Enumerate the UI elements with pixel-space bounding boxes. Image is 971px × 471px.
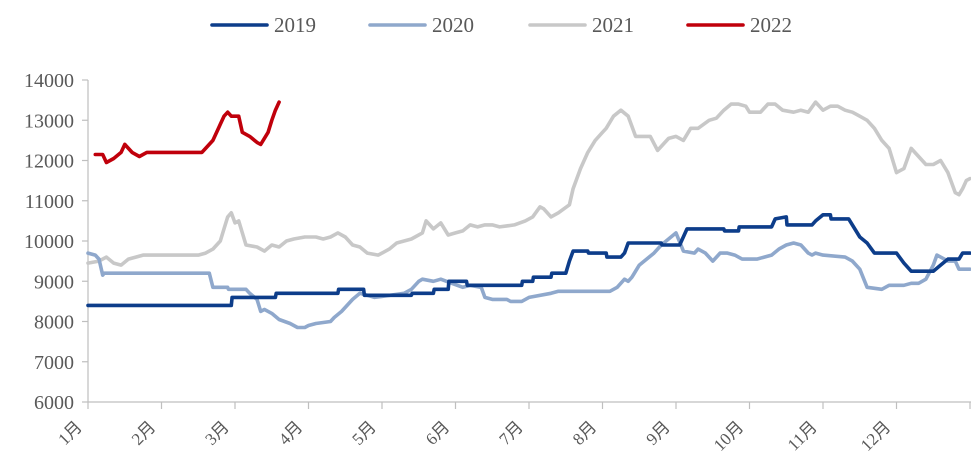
- x-tick-label: 7月: [495, 417, 526, 448]
- series-group: [86, 100, 971, 330]
- series-line-2020: [86, 231, 971, 330]
- x-tick-label: 5月: [348, 417, 379, 448]
- y-tick-label: 9000: [34, 271, 74, 293]
- y-tick-label: 13000: [24, 110, 74, 132]
- series-line-2019: [86, 213, 971, 308]
- x-tick-label: 4月: [275, 417, 306, 448]
- x-axis: 1月 2月 3月 4月 5月 6月 7月 8月 9月 10月 11月 12月: [54, 401, 971, 455]
- legend-label-2020: 2020: [432, 13, 474, 37]
- y-tick-label: 6000: [34, 392, 74, 414]
- x-tick-label: 9月: [642, 417, 673, 448]
- y-axis: 6000 7000 8000 9000 10000 11000 12000 13000 1400…: [24, 70, 89, 414]
- legend: 2019 2020 2021 2022: [210, 13, 792, 37]
- x-tick-label: 3月: [201, 417, 232, 448]
- y-tick-label: 11000: [25, 191, 74, 213]
- x-tick-label: 2月: [128, 417, 159, 448]
- y-tick-label: 12000: [24, 151, 74, 173]
- y-tick-label: 10000: [24, 231, 74, 253]
- x-tick-label: 10月: [710, 417, 747, 454]
- x-tick-label: 11月: [784, 417, 821, 454]
- series-line-2021: [86, 100, 971, 267]
- legend-label-2019: 2019: [274, 13, 316, 37]
- x-tick-label: 1月: [54, 417, 85, 448]
- y-tick-label: 7000: [34, 352, 74, 374]
- legend-label-2022: 2022: [750, 13, 792, 37]
- x-tick-label: 6月: [422, 417, 453, 448]
- y-tick-label: 14000: [24, 70, 74, 92]
- x-tick-label: 8月: [569, 417, 600, 448]
- series-line-2022: [93, 100, 281, 165]
- y-tick-label: 8000: [34, 312, 74, 334]
- x-tick-label: 12月: [857, 417, 894, 454]
- legend-label-2021: 2021: [592, 13, 634, 37]
